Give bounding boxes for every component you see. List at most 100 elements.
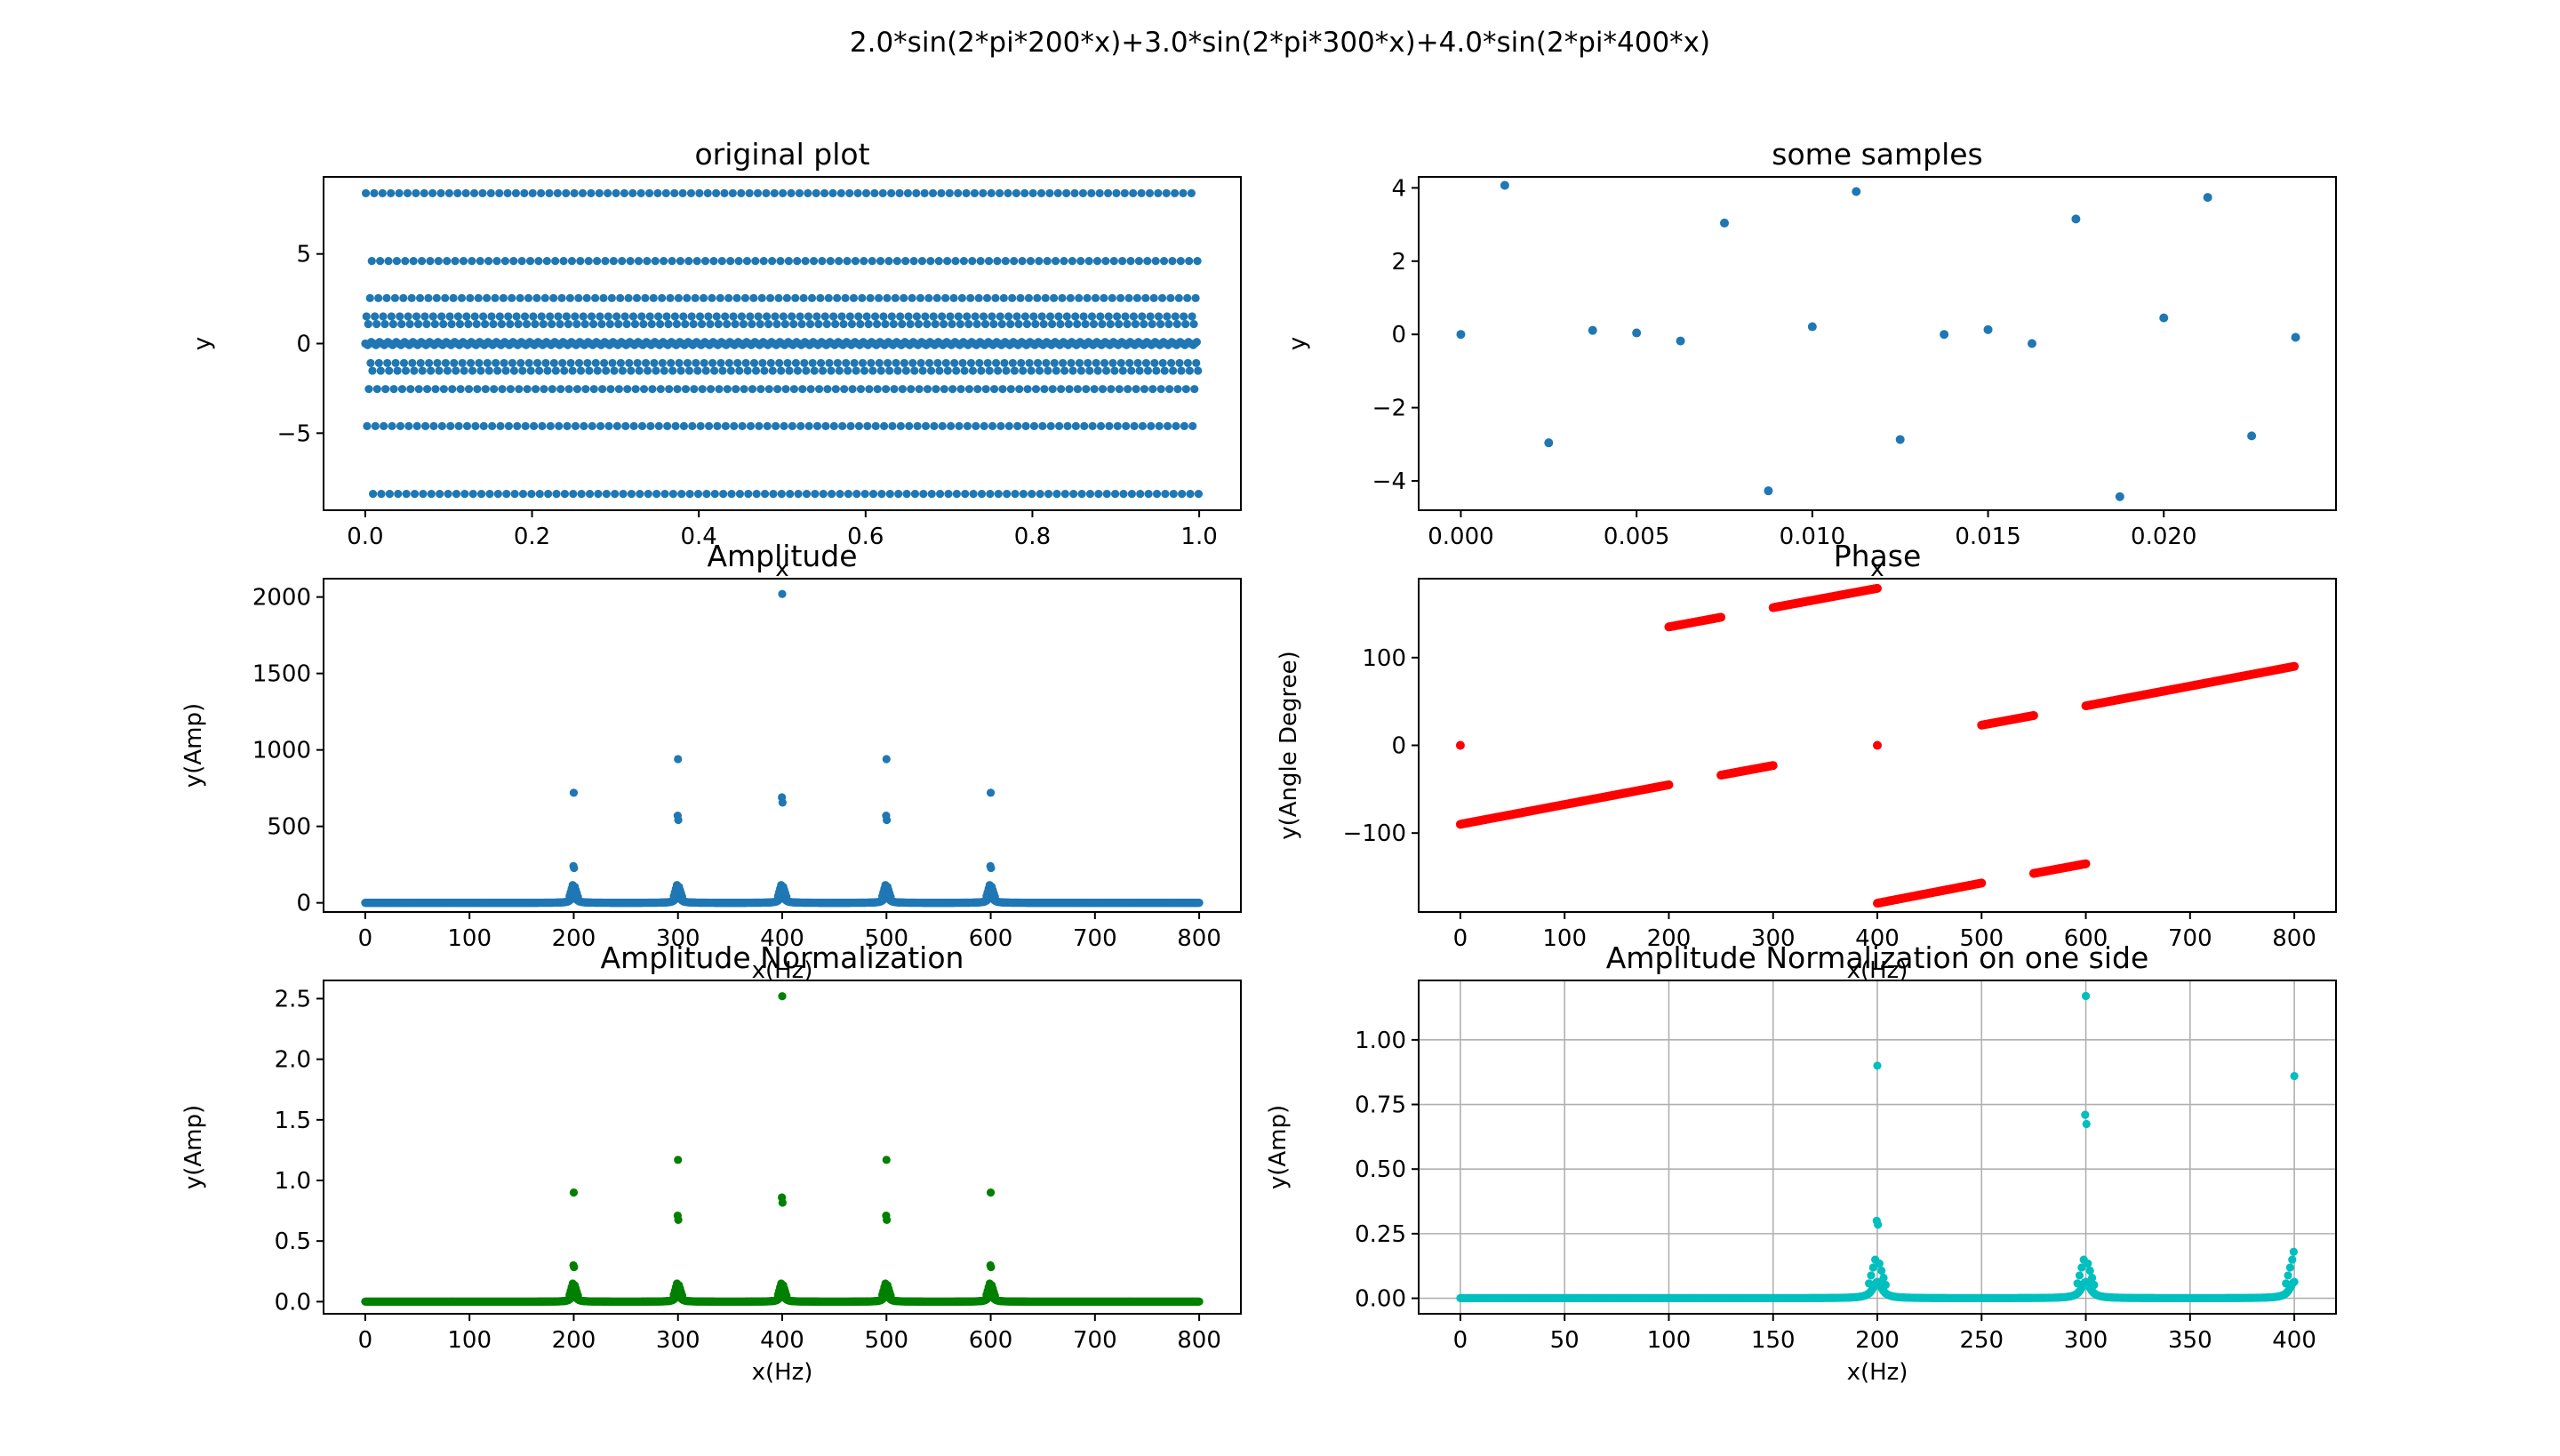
data-point (464, 319, 473, 329)
y-axis-label: y (189, 337, 216, 350)
data-point (679, 421, 689, 430)
data-point (864, 319, 873, 329)
data-points (1455, 583, 2300, 908)
data-point (1147, 421, 1156, 430)
data-point (540, 385, 548, 394)
data-point (753, 188, 763, 197)
data-point (604, 312, 612, 321)
data-point (951, 257, 960, 266)
data-point (469, 188, 479, 197)
data-point (1033, 358, 1043, 368)
data-point (1071, 312, 1080, 321)
data-point (1006, 385, 1015, 394)
panel-phase: 0 100 200 300 400 500 600 700 800−1000100Phasex(… (1276, 539, 2337, 984)
data-point (614, 319, 623, 329)
data-point (868, 257, 876, 266)
data-point (807, 293, 817, 302)
data-point (579, 312, 588, 321)
data-point (963, 421, 972, 430)
data-point (726, 257, 735, 266)
data-point (1108, 293, 1116, 302)
data-point (473, 385, 482, 394)
data-point (588, 421, 596, 430)
data-point (697, 319, 707, 329)
data-point (662, 312, 671, 321)
data-point (1012, 312, 1021, 321)
data-point (713, 421, 722, 430)
data-point (874, 293, 884, 302)
data-point (1172, 319, 1181, 329)
x-tick-label: 700 (1073, 925, 1117, 952)
data-point (693, 490, 703, 499)
data-point (1062, 188, 1071, 197)
data-points (1456, 180, 2300, 501)
data-point (481, 319, 490, 329)
data-point (576, 257, 585, 266)
data-point (1048, 385, 1057, 394)
data-point (396, 421, 405, 430)
data-point (772, 319, 781, 329)
data-point (1852, 187, 1861, 196)
data-point (782, 892, 791, 901)
data-point (976, 257, 985, 266)
data-point (798, 385, 807, 394)
data-point (687, 312, 696, 321)
y-axis-label: y (1284, 337, 1311, 350)
data-point (412, 188, 420, 197)
data-point (1036, 490, 1044, 499)
data-point (367, 257, 376, 266)
data-point (1013, 421, 1022, 430)
data-point (1089, 319, 1099, 329)
data-point (812, 421, 822, 430)
data-point (1187, 188, 1196, 197)
data-point (699, 293, 708, 302)
data-point (762, 312, 772, 321)
data-point (645, 312, 654, 321)
data-point (870, 188, 879, 197)
data-point (587, 312, 596, 321)
data-point (412, 421, 421, 430)
data-point (1055, 421, 1064, 430)
data-point (493, 490, 502, 499)
data-point (1052, 366, 1060, 375)
data-point (515, 385, 524, 394)
data-point (601, 257, 610, 266)
data-point (493, 366, 502, 375)
data-point (1044, 366, 1052, 375)
data-point (568, 366, 577, 375)
data-point (780, 319, 789, 329)
data-point (401, 257, 410, 266)
data-point (907, 385, 916, 394)
data-point (556, 385, 565, 394)
data-point (987, 863, 996, 873)
data-point (900, 293, 908, 302)
data-point (548, 385, 556, 394)
data-point (534, 366, 544, 375)
data-point (415, 293, 425, 302)
data-point (719, 490, 728, 499)
data-point (980, 319, 990, 329)
data-point (782, 293, 791, 302)
data-point (1166, 293, 1175, 302)
data-point (1015, 385, 1024, 394)
data-point (476, 366, 485, 375)
data-point (691, 293, 700, 302)
data-point (572, 319, 581, 329)
data-point (1140, 319, 1148, 329)
data-point (737, 188, 746, 197)
data-point (582, 293, 591, 302)
data-point (1146, 312, 1155, 321)
data-point (569, 788, 579, 797)
data-point (858, 293, 867, 302)
data-point (524, 293, 533, 302)
data-point (838, 421, 847, 430)
data-point (781, 385, 790, 394)
data-point (1977, 878, 1987, 888)
data-point (622, 319, 631, 329)
data-point (996, 421, 1005, 430)
data-point (1000, 358, 1009, 368)
x-tick-label: 0.4 (681, 524, 717, 550)
data-point (520, 188, 529, 197)
data-point (1059, 358, 1068, 368)
data-point (1940, 330, 1949, 340)
